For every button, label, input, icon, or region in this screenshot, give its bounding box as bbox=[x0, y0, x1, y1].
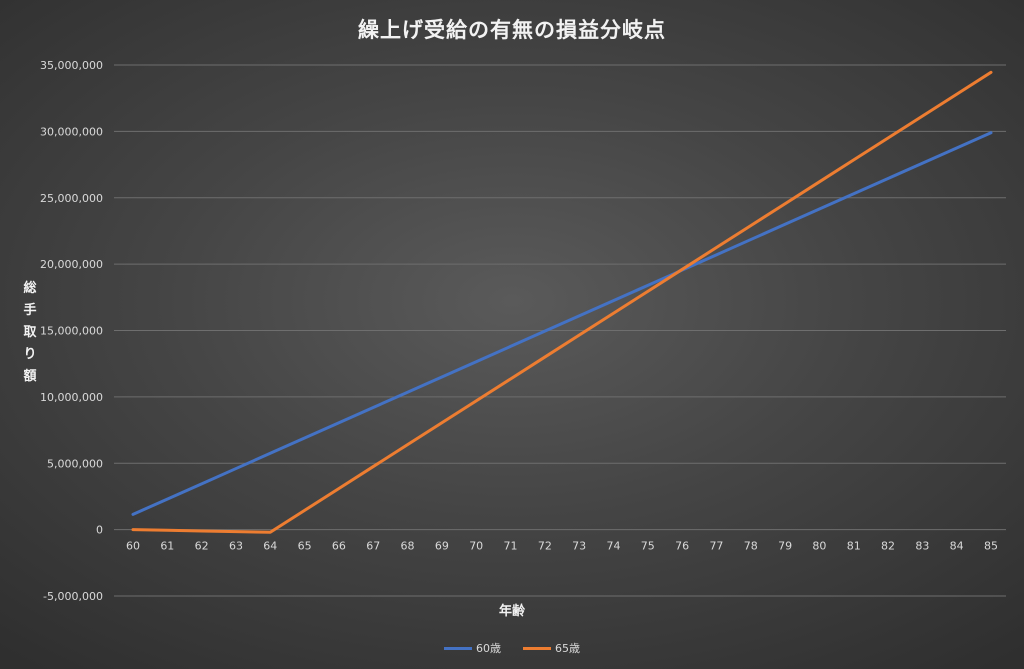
legend-swatch bbox=[523, 646, 551, 650]
x-tick-label: 62 bbox=[195, 540, 209, 553]
y-tick-label: 5,000,000 bbox=[47, 457, 103, 470]
legend-item: 60歳 bbox=[444, 640, 501, 656]
x-tick-label: 68 bbox=[401, 540, 415, 553]
x-tick-label: 60 bbox=[126, 540, 140, 553]
x-tick-label: 85 bbox=[984, 540, 998, 553]
chart-title: 繰上げ受給の有無の損益分岐点 bbox=[358, 18, 666, 42]
x-tick-label: 65 bbox=[298, 540, 312, 553]
x-tick-label: 63 bbox=[229, 540, 243, 553]
y-tick-layer: -5,000,000 0 5,000,000 10,000,000 15,000,000… bbox=[40, 59, 103, 603]
series-line-2 bbox=[131, 70, 993, 534]
x-tick-label: 75 bbox=[641, 540, 655, 553]
x-tick-label: 78 bbox=[744, 540, 758, 553]
y-tick-label: 15,000,000 bbox=[40, 325, 103, 338]
series-line-1 bbox=[131, 131, 993, 516]
series-layer bbox=[131, 70, 993, 534]
x-tick-label: 61 bbox=[160, 540, 174, 553]
x-tick-label: 69 bbox=[435, 540, 449, 553]
y-tick-label: 0 bbox=[96, 524, 103, 537]
y-tick-label: 20,000,000 bbox=[40, 258, 103, 271]
x-tick-label: 79 bbox=[778, 540, 792, 553]
legend-swatch bbox=[444, 646, 472, 650]
legend-label: 65歳 bbox=[555, 642, 580, 655]
x-tick-label: 70 bbox=[469, 540, 483, 553]
legend-label: 60歳 bbox=[476, 642, 501, 655]
x-tick-label: 77 bbox=[709, 540, 723, 553]
x-tick-label: 73 bbox=[572, 540, 586, 553]
grid-layer bbox=[114, 64, 1006, 597]
legend-item: 65歳 bbox=[523, 640, 580, 656]
y-axis-title: 総手取り額 bbox=[23, 281, 37, 384]
x-tick-label: 66 bbox=[332, 540, 346, 553]
y-tick-label: -5,000,000 bbox=[43, 590, 103, 603]
legend: 60歳 65歳 bbox=[0, 640, 1024, 656]
x-axis-title: 年齢 bbox=[498, 604, 525, 619]
x-tick-layer: 60 61 62 63 64 65 66 67 68 69 70 71 72 73 74 75 76 77 78 79… bbox=[126, 540, 998, 553]
x-tick-label: 64 bbox=[263, 540, 277, 553]
x-tick-label: 83 bbox=[915, 540, 929, 553]
x-tick-label: 72 bbox=[538, 540, 552, 553]
x-tick-label: 80 bbox=[812, 540, 826, 553]
x-tick-label: 76 bbox=[675, 540, 689, 553]
y-tick-label: 10,000,000 bbox=[40, 391, 103, 404]
x-tick-label: 71 bbox=[504, 540, 518, 553]
x-tick-label: 67 bbox=[366, 540, 380, 553]
y-tick-label: 25,000,000 bbox=[40, 192, 103, 205]
x-tick-label: 84 bbox=[950, 540, 964, 553]
x-tick-label: 82 bbox=[881, 540, 895, 553]
x-tick-label: 74 bbox=[606, 540, 620, 553]
y-tick-label: 30,000,000 bbox=[40, 125, 103, 138]
x-tick-label: 81 bbox=[847, 540, 861, 553]
y-tick-label: 35,000,000 bbox=[40, 59, 103, 72]
